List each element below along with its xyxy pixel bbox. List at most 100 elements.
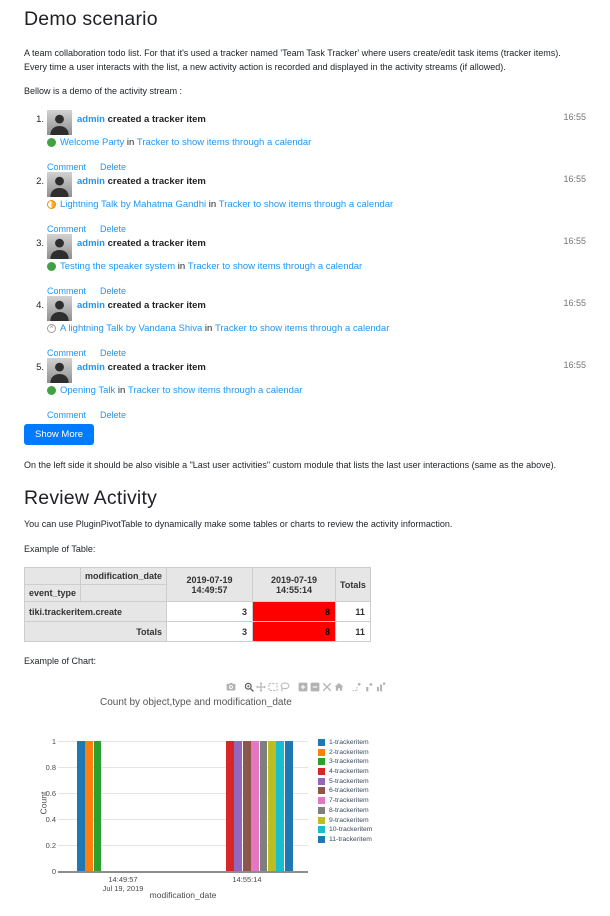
delete-link[interactable]: Delete — [100, 347, 127, 358]
comment-link[interactable]: Comment — [47, 347, 87, 358]
user-avatar-icon — [47, 109, 72, 135]
table-example-label: Example of Table: — [24, 543, 96, 554]
demo-scenario-heading: Demo scenario — [24, 8, 158, 30]
hover-compare-icon[interactable] — [376, 681, 386, 692]
legend-item[interactable]: 2-trackeritem — [318, 748, 372, 756]
legend-label: 4-trackeritem — [329, 768, 369, 776]
legend-swatch — [318, 835, 325, 843]
status-open-icon — [47, 138, 56, 147]
zoom-icon[interactable] — [244, 682, 254, 692]
status-open-icon — [47, 386, 56, 395]
legend-item[interactable]: 5-trackeritem — [318, 777, 372, 785]
activity-item: 2. admin created a tracker item 16:55 Light… — [24, 171, 586, 234]
comment-link[interactable]: Comment — [47, 285, 87, 296]
activity-item: 3. admin created a tracker item 16:55 Testi… — [24, 233, 586, 296]
delete-link[interactable]: Delete — [100, 285, 127, 296]
legend-label: 11-trackeritem — [329, 835, 372, 843]
legend-item[interactable]: 3-trackeritem — [318, 758, 372, 766]
legend-label: 10-trackeritem — [329, 826, 373, 834]
tracker-link[interactable]: Tracker to show items through a calendar — [187, 261, 363, 272]
pivot-row-label: tiki.trackeritem.create — [23, 601, 168, 622]
pivot-col-header-totals: Totals — [335, 567, 371, 602]
pivot-value-heat: 8 — [252, 621, 337, 642]
tracker-link[interactable]: Tracker to show items through a calendar — [214, 323, 390, 334]
user-link[interactable]: admin — [77, 113, 105, 125]
legend-item[interactable]: 4-trackeritem — [318, 768, 372, 776]
activity-item: 5. admin created a tracker item 16:55 Openi… — [24, 357, 586, 420]
gridline — [58, 818, 308, 820]
pan-icon[interactable] — [256, 681, 266, 692]
tracker-link[interactable]: Tracker to show items through a calendar — [127, 385, 303, 396]
delete-link[interactable]: Delete — [100, 409, 127, 420]
camera-icon[interactable] — [226, 682, 236, 692]
legend-item[interactable]: 10-trackeritem — [318, 826, 372, 834]
legend-item[interactable]: 9-trackeritem — [318, 816, 372, 824]
legend-swatch — [318, 826, 325, 834]
item-number: 2. — [36, 175, 44, 187]
x-axis-line — [58, 870, 308, 873]
timestamp: 16:55 — [563, 235, 586, 246]
item-title-link[interactable]: Welcome Party — [60, 137, 125, 148]
pivot-value: 11 — [335, 621, 371, 642]
comment-link[interactable]: Comment — [47, 223, 87, 234]
action-text: created a tracker item — [104, 113, 206, 125]
legend-item[interactable]: 7-trackeritem — [318, 797, 372, 805]
legend-swatch — [318, 739, 325, 746]
toggle-spikelines-icon[interactable] — [352, 682, 362, 692]
pivot-corner-blank — [23, 567, 82, 585]
activity-item: 1. admin created a tracker item 16:55 Welco… — [24, 109, 586, 172]
bar-9-trackeritem — [268, 740, 276, 871]
bar-6-trackeritem — [242, 740, 251, 871]
hover-closest-icon[interactable] — [364, 682, 374, 692]
timestamp: 16:55 — [563, 359, 586, 370]
user-avatar-icon — [47, 171, 72, 197]
legend-item[interactable]: 1-trackeritem — [318, 739, 372, 747]
user-link[interactable]: admin — [77, 361, 105, 373]
lasso-select-icon[interactable] — [280, 681, 290, 692]
chart-title: Count by object,type and modification_da… — [100, 696, 292, 708]
tracker-link[interactable]: Tracker to show items through a calendar — [218, 199, 394, 210]
item-number: 5. — [36, 361, 44, 373]
reset-axes-icon[interactable] — [334, 682, 344, 692]
tracker-link[interactable]: Tracker to show items through a calendar — [136, 137, 312, 148]
item-title-link[interactable]: A lightning Talk by Vandana Shiva — [60, 323, 203, 334]
plot-area: 0 0.2 0.4 0.6 0.8 1 14:49:57 Jul 19, 2019 14:55:… — [24, 680, 586, 916]
legend-item[interactable]: 6-trackeritem — [318, 787, 372, 795]
item-title-link[interactable]: Lightning Talk by Mahatma Gandhi — [60, 199, 207, 210]
legend-item[interactable]: 11-trackeritem — [318, 835, 372, 843]
pivot-col-axis-label: modification_date — [80, 567, 168, 585]
box-select-icon[interactable] — [268, 682, 278, 692]
pivot-table: modification_date 2019-07-19 14:49:57 20… — [23, 567, 371, 642]
chart-legend: 1-trackeritem 2-trackeritem 3-trackeritem 4… — [318, 739, 372, 846]
y-tick-label: 0.2 — [45, 840, 56, 850]
delete-link[interactable]: Delete — [100, 161, 127, 172]
review-activity-heading: Review Activity — [24, 487, 158, 509]
show-more-button[interactable]: Show More — [24, 423, 95, 445]
x-axis-label: modification_date — [149, 889, 217, 900]
timestamp: 16:55 — [563, 111, 586, 122]
gridline — [58, 766, 308, 768]
user-link[interactable]: admin — [77, 299, 105, 311]
chart-example-label: Example of Chart: — [24, 656, 97, 666]
pivot-value-heat: 8 — [252, 601, 337, 622]
bar-10-trackeritem — [276, 740, 285, 871]
comment-link[interactable]: Comment — [47, 409, 87, 420]
zoom-in-icon[interactable] — [298, 682, 308, 692]
item-title-link[interactable]: Testing the speaker system — [60, 261, 176, 272]
user-link[interactable]: admin — [77, 175, 105, 187]
item-number: 4. — [36, 299, 44, 311]
delete-link[interactable]: Delete — [100, 223, 127, 234]
autoscale-icon[interactable] — [322, 682, 332, 692]
user-avatar-icon — [47, 357, 72, 383]
pivot-value: 11 — [335, 601, 371, 622]
y-tick-label: 0.6 — [45, 788, 56, 798]
chart-modebar — [226, 681, 386, 692]
activity-chart: Count by object,type and modification_da… — [24, 680, 586, 916]
comment-link[interactable]: Comment — [47, 161, 87, 172]
zoom-out-icon[interactable] — [310, 682, 320, 692]
item-title-link[interactable]: Opening Talk — [60, 385, 116, 396]
legend-label: 6-trackeritem — [329, 787, 369, 795]
legend-item[interactable]: 8-trackeritem — [318, 806, 372, 814]
user-link[interactable]: admin — [77, 237, 105, 249]
legend-swatch — [318, 748, 325, 756]
